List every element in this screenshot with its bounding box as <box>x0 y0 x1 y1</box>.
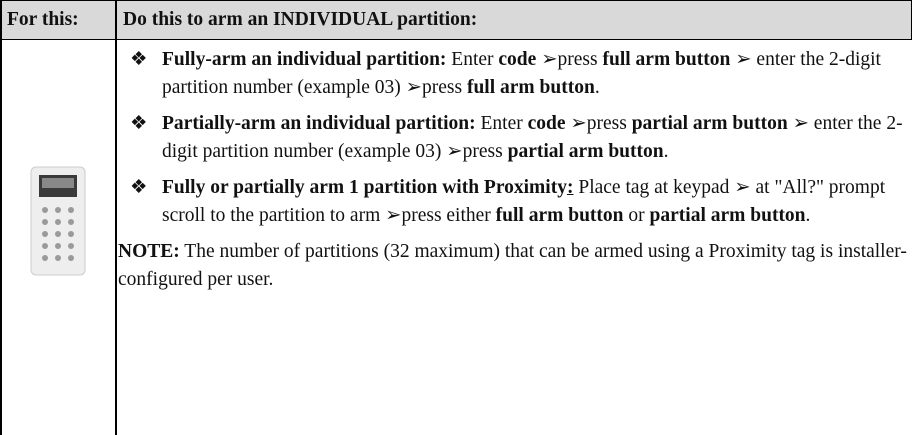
border <box>0 0 2 435</box>
text-run: partial arm button <box>507 141 664 162</box>
bullet-item: ❖ Partially-arm an individual partition: … <box>118 110 912 166</box>
border <box>115 0 117 435</box>
text-run: code <box>498 49 537 70</box>
text-run: Partially-arm an individual partition: <box>162 113 476 134</box>
text-run: . <box>805 205 811 226</box>
bullet-item: ❖ Fully or partially arm 1 partition with… <box>118 174 912 230</box>
text-run: Enter <box>475 113 528 134</box>
text-run: code <box>527 113 566 134</box>
text-run: Enter <box>446 49 499 70</box>
text-run: partial arm button <box>631 113 788 134</box>
text-run: NOTE: <box>118 241 180 262</box>
text-run: ➢ enter the 2-digit partition number (ex… <box>162 113 903 162</box>
bullet: ❖ <box>130 177 148 198</box>
text-run: . <box>594 77 600 98</box>
text-run: Fully-arm an individual partition: <box>162 49 447 70</box>
text-run: Fully or partially arm 1 partition with … <box>162 177 567 198</box>
bullet: ❖ <box>130 113 148 134</box>
text-run: ➢ enter the 2-digit partition number (ex… <box>162 49 881 98</box>
text-run: full arm button <box>495 205 624 226</box>
text-run: full arm button <box>466 77 595 98</box>
bullet-item: ❖ Fully-arm an individual partition: Ente… <box>118 46 912 102</box>
text-run: . <box>663 141 669 162</box>
header-cell: Do this to arm an INDIVIDUAL partition: <box>123 9 478 30</box>
text-run: full arm button <box>602 49 731 70</box>
note: NOTE: The number of partitions (32 maxim… <box>118 238 912 294</box>
text-run: The number of partitions (32 maximum) th… <box>118 241 907 290</box>
text-run: or <box>623 205 650 226</box>
bullet: ❖ <box>130 49 148 70</box>
keypad-image <box>30 166 86 276</box>
text-run: ➢press <box>565 113 632 134</box>
instructions: ❖ Fully-arm an individual partition: Ente… <box>118 46 912 294</box>
text-run: ➢press <box>536 49 603 70</box>
text-run: Place tag at keypad ➢ at "All?" prompt s… <box>162 177 886 226</box>
text-run: : <box>566 177 574 198</box>
header-row: For this: Do this to arm an INDIVIDUAL p… <box>0 0 912 40</box>
text-run: partial arm button <box>649 205 806 226</box>
header-cell: For this: <box>7 9 79 30</box>
